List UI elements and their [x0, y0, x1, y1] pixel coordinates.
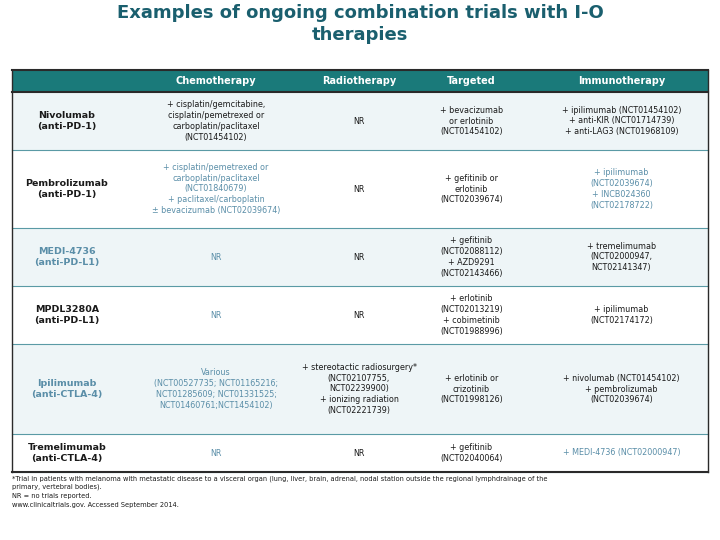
Text: + cisplatin/gemcitabine,
cisplatin/pemetrexed or
carboplatin/paclitaxel
(NCT0145: + cisplatin/gemcitabine, cisplatin/pemet…: [167, 100, 265, 141]
Text: NR: NR: [354, 253, 365, 261]
Bar: [12, 228, 708, 286]
Text: + tremelimumab
(NCT02000947,
NCT02141347): + tremelimumab (NCT02000947, NCT02141347…: [587, 242, 656, 272]
Text: NR: NR: [354, 117, 365, 125]
Text: www.clinicaltrials.gov. Accessed September 2014.: www.clinicaltrials.gov. Accessed Septemb…: [12, 502, 179, 508]
Bar: [12, 150, 708, 228]
Text: NR: NR: [210, 310, 222, 320]
Text: + gefitinib or
erlotinib
(NCT02039674): + gefitinib or erlotinib (NCT02039674): [440, 174, 503, 204]
Bar: [12, 344, 708, 434]
Text: + gefitinib
(NCT02088112)
+ AZD9291
(NCT02143466): + gefitinib (NCT02088112) + AZD9291 (NCT…: [440, 237, 503, 278]
Text: Tremelimumab
(anti-CTLA-4): Tremelimumab (anti-CTLA-4): [27, 443, 107, 463]
Bar: [12, 70, 708, 92]
Text: + bevacizumab
or erlotinib
(NCT01454102): + bevacizumab or erlotinib (NCT01454102): [440, 106, 503, 136]
Text: + gefitinib
(NCT02040064): + gefitinib (NCT02040064): [440, 443, 503, 463]
Text: + cisplatin/pemetrexed or
carboplatin/paclitaxel
(NCT01840679)
+ paclitaxel/carb: + cisplatin/pemetrexed or carboplatin/pa…: [152, 163, 280, 215]
Bar: [12, 286, 708, 344]
Text: Targeted: Targeted: [447, 76, 496, 86]
Text: NR: NR: [354, 449, 365, 457]
Text: Examples of ongoing combination trials with I-O
therapies: Examples of ongoing combination trials w…: [117, 4, 603, 44]
Text: + ipilimumab
(NCT02039674)
+ INCB024360
(NCT02178722): + ipilimumab (NCT02039674) + INCB024360 …: [590, 168, 653, 210]
Text: + ipilimumab
(NCT02174172): + ipilimumab (NCT02174172): [590, 305, 653, 325]
Text: + nivolumab (NCT01454102)
+ pembrolizumab
(NCT02039674): + nivolumab (NCT01454102) + pembrolizuma…: [563, 374, 680, 404]
Text: Pembrolizumab
(anti-PD-1): Pembrolizumab (anti-PD-1): [26, 179, 109, 199]
Text: NR: NR: [210, 253, 222, 261]
Text: *Trial in patients with melanoma with metastatic disease to a visceral organ (lu: *Trial in patients with melanoma with me…: [12, 476, 547, 483]
Text: NR: NR: [210, 449, 222, 457]
Text: + erlotinib
(NCT02013219)
+ cobimetinib
(NCT01988996): + erlotinib (NCT02013219) + cobimetinib …: [440, 294, 503, 336]
Text: MPDL3280A
(anti-PD-L1): MPDL3280A (anti-PD-L1): [35, 305, 99, 325]
Text: Nivolumab
(anti-PD-1): Nivolumab (anti-PD-1): [37, 111, 96, 131]
Bar: [12, 92, 708, 150]
Text: NR = no trials reported.: NR = no trials reported.: [12, 493, 91, 499]
Text: + ipilimumab (NCT01454102)
+ anti-KIR (NCT01714739)
+ anti-LAG3 (NCT01968109): + ipilimumab (NCT01454102) + anti-KIR (N…: [562, 106, 681, 136]
Bar: [12, 434, 708, 472]
Text: + MEDI-4736 (NCT02000947): + MEDI-4736 (NCT02000947): [563, 449, 680, 457]
Text: Radiotherapy: Radiotherapy: [322, 76, 396, 86]
Text: NR: NR: [354, 310, 365, 320]
Text: + erlotinib or
crizotinib
(NCT01998126): + erlotinib or crizotinib (NCT01998126): [440, 374, 503, 404]
Text: MEDI-4736
(anti-PD-L1): MEDI-4736 (anti-PD-L1): [35, 247, 99, 267]
Text: Various
(NCT00527735; NCT01165216;
NCT01285609; NCT01331525;
NCT01460761;NCT1454: Various (NCT00527735; NCT01165216; NCT01…: [154, 368, 278, 410]
Text: + stereotactic radiosurgery*
(NCT02107755,
NCT02239900)
+ ionizing radiation
(NC: + stereotactic radiosurgery* (NCT0210775…: [302, 363, 416, 415]
Text: NR: NR: [354, 185, 365, 193]
Text: primary, vertebral bodies).: primary, vertebral bodies).: [12, 484, 102, 490]
Text: Ipilimumab
(anti-CTLA-4): Ipilimumab (anti-CTLA-4): [31, 379, 103, 399]
Text: Chemotherapy: Chemotherapy: [176, 76, 256, 86]
Text: Immunotherapy: Immunotherapy: [578, 76, 665, 86]
